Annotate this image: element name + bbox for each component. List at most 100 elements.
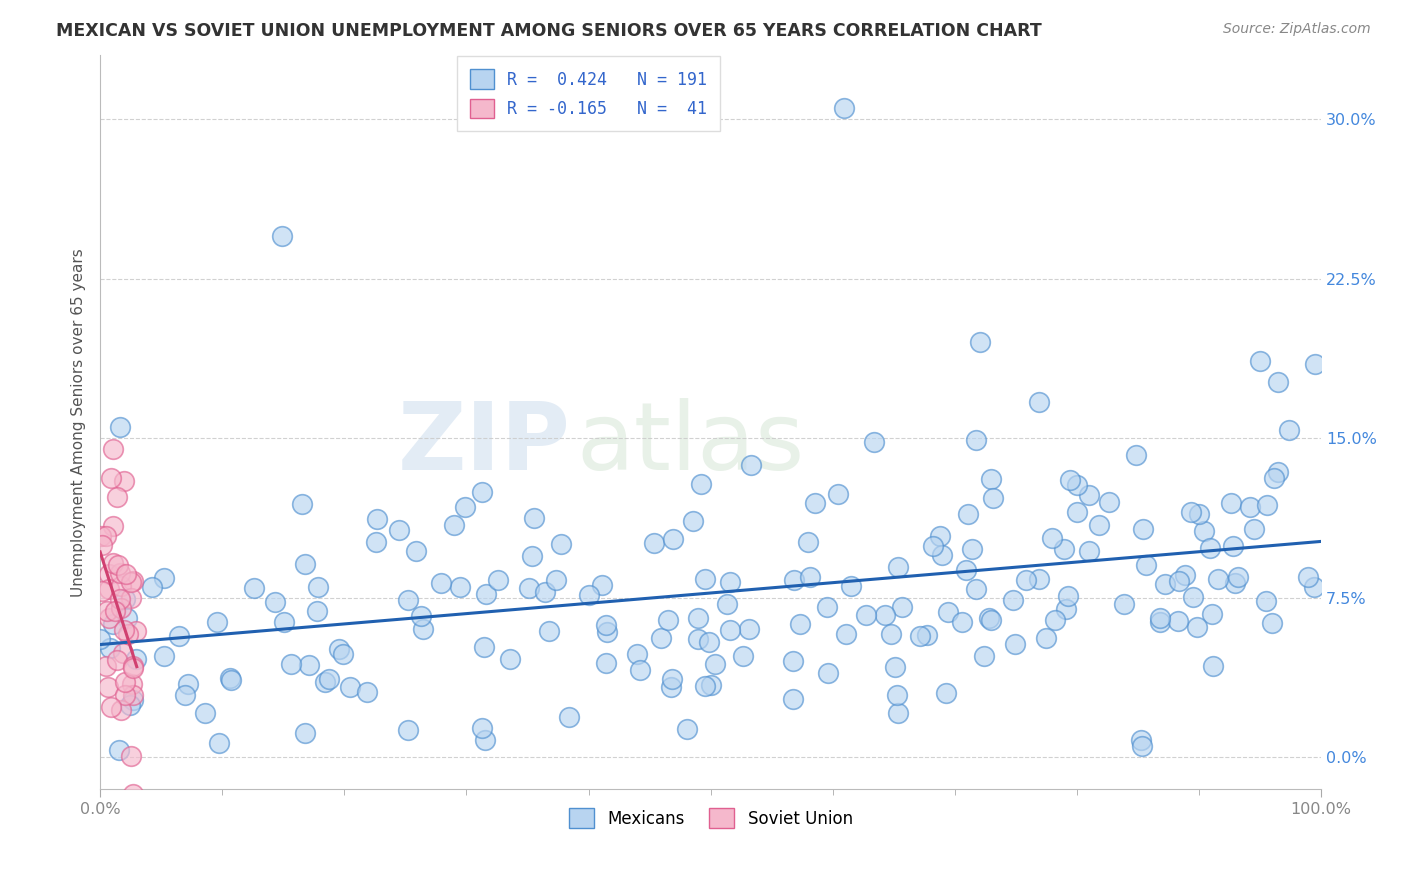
Point bbox=[1066, 504, 1088, 518]
Point bbox=[328, 641, 350, 656]
Point bbox=[97, 680, 120, 694]
Text: MEXICAN VS SOVIET UNION UNEMPLOYMENT AMONG SENIORS OVER 65 YEARS CORRELATION CHA: MEXICAN VS SOVIET UNION UNEMPLOYMENT AMO… bbox=[56, 22, 1042, 40]
Point bbox=[626, 647, 648, 661]
Point bbox=[676, 723, 699, 737]
Point bbox=[141, 580, 163, 594]
Point bbox=[578, 588, 600, 602]
Point bbox=[94, 529, 117, 543]
Point bbox=[100, 640, 122, 655]
Point bbox=[1296, 569, 1319, 583]
Point bbox=[1267, 376, 1289, 390]
Point bbox=[981, 491, 1004, 506]
Point bbox=[855, 607, 877, 622]
Point bbox=[1192, 524, 1215, 538]
Point bbox=[873, 608, 896, 623]
Point bbox=[936, 605, 959, 619]
Point bbox=[98, 611, 121, 625]
Point bbox=[957, 507, 980, 521]
Point bbox=[120, 591, 142, 605]
Point bbox=[270, 229, 292, 244]
Point bbox=[366, 512, 388, 526]
Point bbox=[96, 658, 118, 673]
Point bbox=[471, 484, 494, 499]
Point bbox=[1167, 614, 1189, 628]
Point bbox=[965, 434, 987, 448]
Point bbox=[782, 691, 804, 706]
Point bbox=[91, 584, 114, 599]
Point bbox=[110, 702, 132, 716]
Point bbox=[979, 611, 1001, 625]
Point bbox=[1239, 500, 1261, 514]
Point bbox=[928, 529, 950, 543]
Point bbox=[475, 586, 498, 600]
Point bbox=[1078, 543, 1101, 558]
Point bbox=[486, 573, 509, 587]
Point bbox=[294, 726, 316, 740]
Point bbox=[799, 570, 821, 584]
Point bbox=[704, 657, 727, 671]
Point bbox=[98, 566, 121, 581]
Text: ZIP: ZIP bbox=[398, 398, 571, 491]
Point bbox=[152, 571, 174, 585]
Point bbox=[1249, 354, 1271, 368]
Point bbox=[110, 578, 132, 592]
Point bbox=[686, 611, 709, 625]
Point bbox=[1167, 574, 1189, 588]
Point bbox=[314, 674, 336, 689]
Point bbox=[409, 609, 432, 624]
Point bbox=[1185, 620, 1208, 634]
Point bbox=[332, 647, 354, 661]
Point bbox=[474, 733, 496, 747]
Point bbox=[628, 663, 651, 677]
Point bbox=[96, 604, 118, 618]
Point bbox=[1305, 358, 1327, 372]
Point bbox=[1078, 488, 1101, 502]
Point bbox=[90, 538, 112, 552]
Point bbox=[1254, 594, 1277, 608]
Point bbox=[1201, 659, 1223, 673]
Point bbox=[595, 618, 617, 632]
Point bbox=[659, 681, 682, 695]
Point bbox=[125, 651, 148, 665]
Text: Source: ZipAtlas.com: Source: ZipAtlas.com bbox=[1223, 22, 1371, 37]
Point bbox=[519, 581, 541, 595]
Point bbox=[718, 623, 741, 637]
Point bbox=[167, 629, 190, 643]
Point bbox=[307, 580, 329, 594]
Point bbox=[1002, 593, 1025, 607]
Point bbox=[1114, 597, 1136, 611]
Point bbox=[1225, 575, 1247, 590]
Point bbox=[105, 490, 128, 504]
Point bbox=[1066, 477, 1088, 491]
Point bbox=[693, 572, 716, 586]
Point bbox=[1130, 739, 1153, 753]
Point bbox=[114, 689, 136, 703]
Point bbox=[789, 616, 811, 631]
Point bbox=[935, 686, 957, 700]
Point bbox=[471, 721, 494, 735]
Point bbox=[396, 723, 419, 737]
Point bbox=[803, 496, 825, 510]
Point bbox=[443, 518, 465, 533]
Point bbox=[523, 511, 546, 525]
Point bbox=[120, 749, 142, 764]
Point bbox=[121, 660, 143, 674]
Point bbox=[108, 566, 131, 580]
Point bbox=[1226, 569, 1249, 583]
Point bbox=[969, 335, 991, 350]
Point bbox=[101, 616, 124, 631]
Point bbox=[886, 560, 908, 574]
Point bbox=[499, 652, 522, 666]
Point bbox=[1028, 394, 1050, 409]
Point bbox=[104, 604, 127, 618]
Point bbox=[101, 556, 124, 570]
Point bbox=[90, 528, 112, 542]
Y-axis label: Unemployment Among Seniors over 65 years: Unemployment Among Seniors over 65 years bbox=[72, 248, 86, 597]
Point bbox=[1182, 590, 1205, 604]
Point bbox=[835, 627, 858, 641]
Point bbox=[537, 624, 560, 639]
Point bbox=[661, 672, 683, 686]
Point bbox=[114, 675, 136, 690]
Point bbox=[595, 656, 617, 670]
Point bbox=[1130, 733, 1153, 747]
